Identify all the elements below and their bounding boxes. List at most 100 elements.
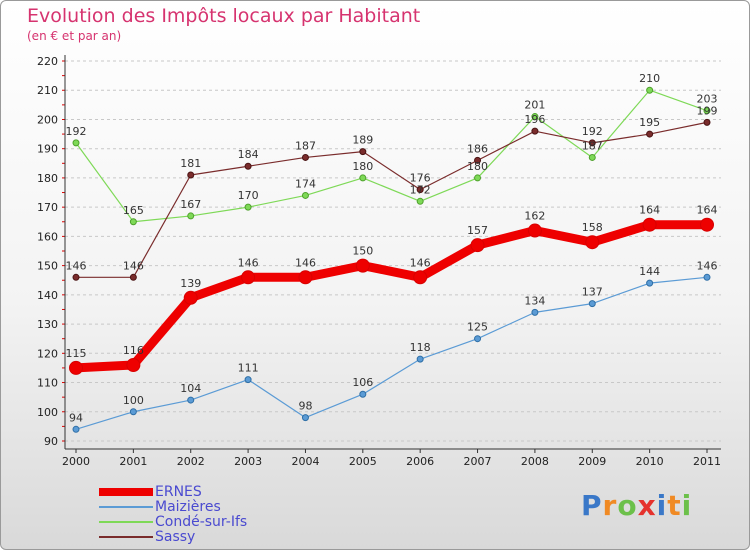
x-tick-label: 2002 <box>177 455 205 468</box>
data-point <box>126 358 141 372</box>
data-label: 146 <box>123 259 144 272</box>
data-point <box>585 235 600 250</box>
data-point <box>355 258 370 273</box>
data-label: 150 <box>352 245 373 258</box>
data-label: 106 <box>352 376 373 389</box>
chart-subtitle: (en € et par an) <box>27 29 122 43</box>
x-tick-label: 2007 <box>464 455 492 468</box>
data-point <box>298 270 313 285</box>
grid-lines <box>65 60 721 442</box>
data-label: 210 <box>639 72 660 85</box>
data-label: 192 <box>66 125 87 138</box>
x-tick-label: 2000 <box>62 455 90 468</box>
x-tick-labels: 2000 2001 2002 2003 2004 2005 2006 2007 2008 2009… <box>62 455 721 468</box>
brand-logo: Proxiti <box>581 489 692 522</box>
data-point <box>301 414 309 422</box>
data-point <box>183 290 198 305</box>
data-point <box>359 390 367 398</box>
data-point <box>703 107 711 115</box>
series-line-ERNES <box>75 220 707 373</box>
data-label: 111 <box>238 362 259 375</box>
data-label: 158 <box>582 221 603 234</box>
brand-letter: o <box>617 489 638 522</box>
data-point <box>359 174 367 182</box>
data-label: 203 <box>697 93 718 106</box>
y-tick-label: 190 <box>37 143 58 156</box>
data-label: 116 <box>123 344 144 357</box>
legend-swatch <box>99 536 153 538</box>
y-tick-label: 120 <box>37 347 58 360</box>
data-label: 146 <box>238 256 259 269</box>
data-label: 186 <box>467 142 488 155</box>
chart-title: Evolution des Impôts locaux par Habitant <box>27 5 421 27</box>
data-label: 170 <box>238 189 259 202</box>
data-point <box>129 218 137 226</box>
data-label: 165 <box>123 204 144 217</box>
data-point <box>72 425 80 433</box>
brand-letter: P <box>581 489 603 522</box>
data-label: 196 <box>524 113 545 126</box>
data-point <box>527 223 542 238</box>
data-point <box>588 139 596 147</box>
data-label: 189 <box>352 134 373 147</box>
data-label: 199 <box>697 104 718 117</box>
data-label: 98 <box>298 400 312 413</box>
brand-letter: r <box>602 489 618 522</box>
y-tick-label: 160 <box>37 230 58 243</box>
y-tick-label: 200 <box>37 113 58 126</box>
data-point <box>416 197 424 205</box>
series-line-Condé-sur-Ifs <box>75 89 708 223</box>
data-label: 144 <box>639 265 660 278</box>
data-point <box>244 376 252 384</box>
brand-letter: t <box>667 489 682 522</box>
data-point <box>129 273 137 281</box>
data-point <box>646 86 654 94</box>
data-point <box>474 174 482 182</box>
data-label: 146 <box>66 259 87 272</box>
data-point <box>588 153 596 161</box>
data-label: 167 <box>180 198 201 211</box>
data-label: 201 <box>524 99 545 112</box>
data-label: 157 <box>467 224 488 237</box>
data-label: 172 <box>410 183 431 196</box>
legend-swatch <box>99 521 153 523</box>
data-point <box>531 308 539 316</box>
x-tick-label: 2008 <box>521 455 549 468</box>
legend-label: Maizières <box>155 499 221 515</box>
data-point <box>531 113 539 121</box>
legend-swatch <box>99 488 153 496</box>
y-tick-labels: 90 100 110 120 130 140 150 160 170 180 190 200 210 22… <box>37 55 58 448</box>
data-point <box>531 127 539 135</box>
data-point <box>359 148 367 156</box>
y-tick-label: 150 <box>37 260 58 273</box>
data-point <box>301 153 309 161</box>
data-label: 176 <box>410 172 431 185</box>
data-point <box>187 396 195 404</box>
data-label: 180 <box>467 160 488 173</box>
data-point <box>703 273 711 281</box>
data-point <box>187 212 195 220</box>
x-tick-label: 2003 <box>234 455 262 468</box>
x-tick-label: 2011 <box>693 455 721 468</box>
x-tick-label: 2009 <box>578 455 606 468</box>
legend-label: ERNES <box>155 484 202 500</box>
data-point <box>474 156 482 164</box>
data-label: 181 <box>180 157 201 170</box>
data-point <box>187 171 195 179</box>
data-point <box>241 270 256 285</box>
data-point <box>244 203 252 211</box>
data-point <box>474 335 482 343</box>
series-line-Maizières <box>75 276 708 430</box>
legend-label: Sassy <box>155 529 196 545</box>
y-tick-label: 130 <box>37 318 58 331</box>
data-labels: 115 116 139 146 146 150 146 157 162 158 164 164 94 10… <box>66 72 718 424</box>
x-tick-label: 2005 <box>349 455 377 468</box>
data-label: 137 <box>582 286 603 299</box>
data-point <box>301 191 309 199</box>
y-tick-label: 110 <box>37 377 58 390</box>
y-tick-label: 170 <box>37 201 58 214</box>
data-point <box>72 139 80 147</box>
x-tick-label: 2001 <box>119 455 147 468</box>
data-label: 139 <box>180 277 201 290</box>
brand-letter: i <box>656 489 668 522</box>
